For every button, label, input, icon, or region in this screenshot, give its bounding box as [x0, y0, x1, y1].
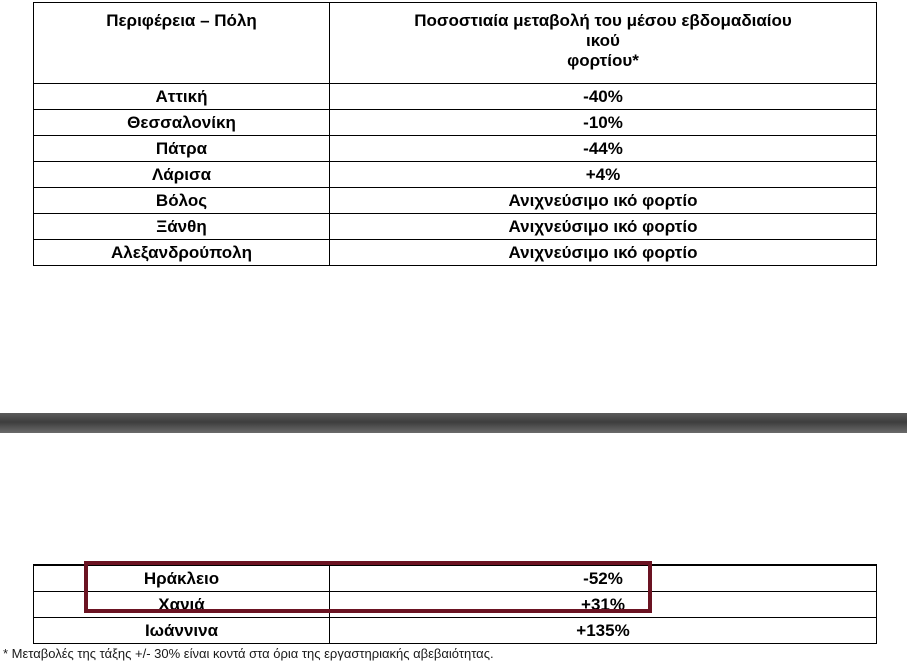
table-row: Αλεξανδρούπολη Ανιχνεύσιμο ικό φορτίο: [33, 239, 877, 266]
row-city: Χανιά: [33, 591, 330, 618]
row-value: -40%: [329, 83, 877, 110]
row-city: Θεσσαλονίκη: [33, 109, 330, 136]
row-value: +31%: [329, 591, 877, 618]
table-row: Ξάνθη Ανιχνεύσιμο ικό φορτίο: [33, 213, 877, 240]
row-value: Ανιχνεύσιμο ικό φορτίο: [329, 239, 877, 266]
wastewater-table-bottom: Ηράκλειο -52% Χανιά +31% Ιωάννινα +135%: [33, 564, 877, 644]
row-value: -44%: [329, 135, 877, 162]
footnote: * Μεταβολές της τάξης +/- 30% είναι κοντ…: [3, 646, 494, 661]
row-value: -10%: [329, 109, 877, 136]
header-change-line1: Ποσοστιαία μεταβολή του μέσου εβδομαδιαί…: [414, 11, 792, 30]
row-value: -52%: [329, 565, 877, 592]
table-row: Λάρισα +4%: [33, 161, 877, 188]
row-city: Βόλος: [33, 187, 330, 214]
row-value: Ανιχνεύσιμο ικό φορτίο: [329, 213, 877, 240]
table-row: Ιωάννινα +135%: [33, 617, 877, 644]
table-row: Χανιά +31%: [33, 591, 877, 618]
row-city: Ιωάννινα: [33, 617, 330, 644]
table-row: Βόλος Ανιχνεύσιμο ικό φορτίο: [33, 187, 877, 214]
header-change-line2: ικού: [586, 31, 620, 50]
row-value: +4%: [329, 161, 877, 188]
row-city: Αλεξανδρούπολη: [33, 239, 330, 266]
header-change-line3: φορτίου*: [567, 51, 639, 70]
table-row: Πάτρα -44%: [33, 135, 877, 162]
table-row: Ηράκλειο -52%: [33, 565, 877, 592]
table-row: Αττική -40%: [33, 83, 877, 110]
row-city: Ηράκλειο: [33, 565, 330, 592]
header-city: Περιφέρεια – Πόλη: [33, 2, 330, 84]
wastewater-table-top: Περιφέρεια – Πόλη Ποσοστιαία μεταβολή το…: [33, 2, 877, 266]
row-value: +135%: [329, 617, 877, 644]
row-city: Λάρισα: [33, 161, 330, 188]
row-value: Ανιχνεύσιμο ικό φορτίο: [329, 187, 877, 214]
row-city: Πάτρα: [33, 135, 330, 162]
row-city: Αττική: [33, 83, 330, 110]
table-row: Θεσσαλονίκη -10%: [33, 109, 877, 136]
page-separator-bar: [0, 413, 907, 433]
table-header-row: Περιφέρεια – Πόλη Ποσοστιαία μεταβολή το…: [33, 2, 877, 84]
header-change: Ποσοστιαία μεταβολή του μέσου εβδομαδιαί…: [329, 2, 877, 84]
row-city: Ξάνθη: [33, 213, 330, 240]
